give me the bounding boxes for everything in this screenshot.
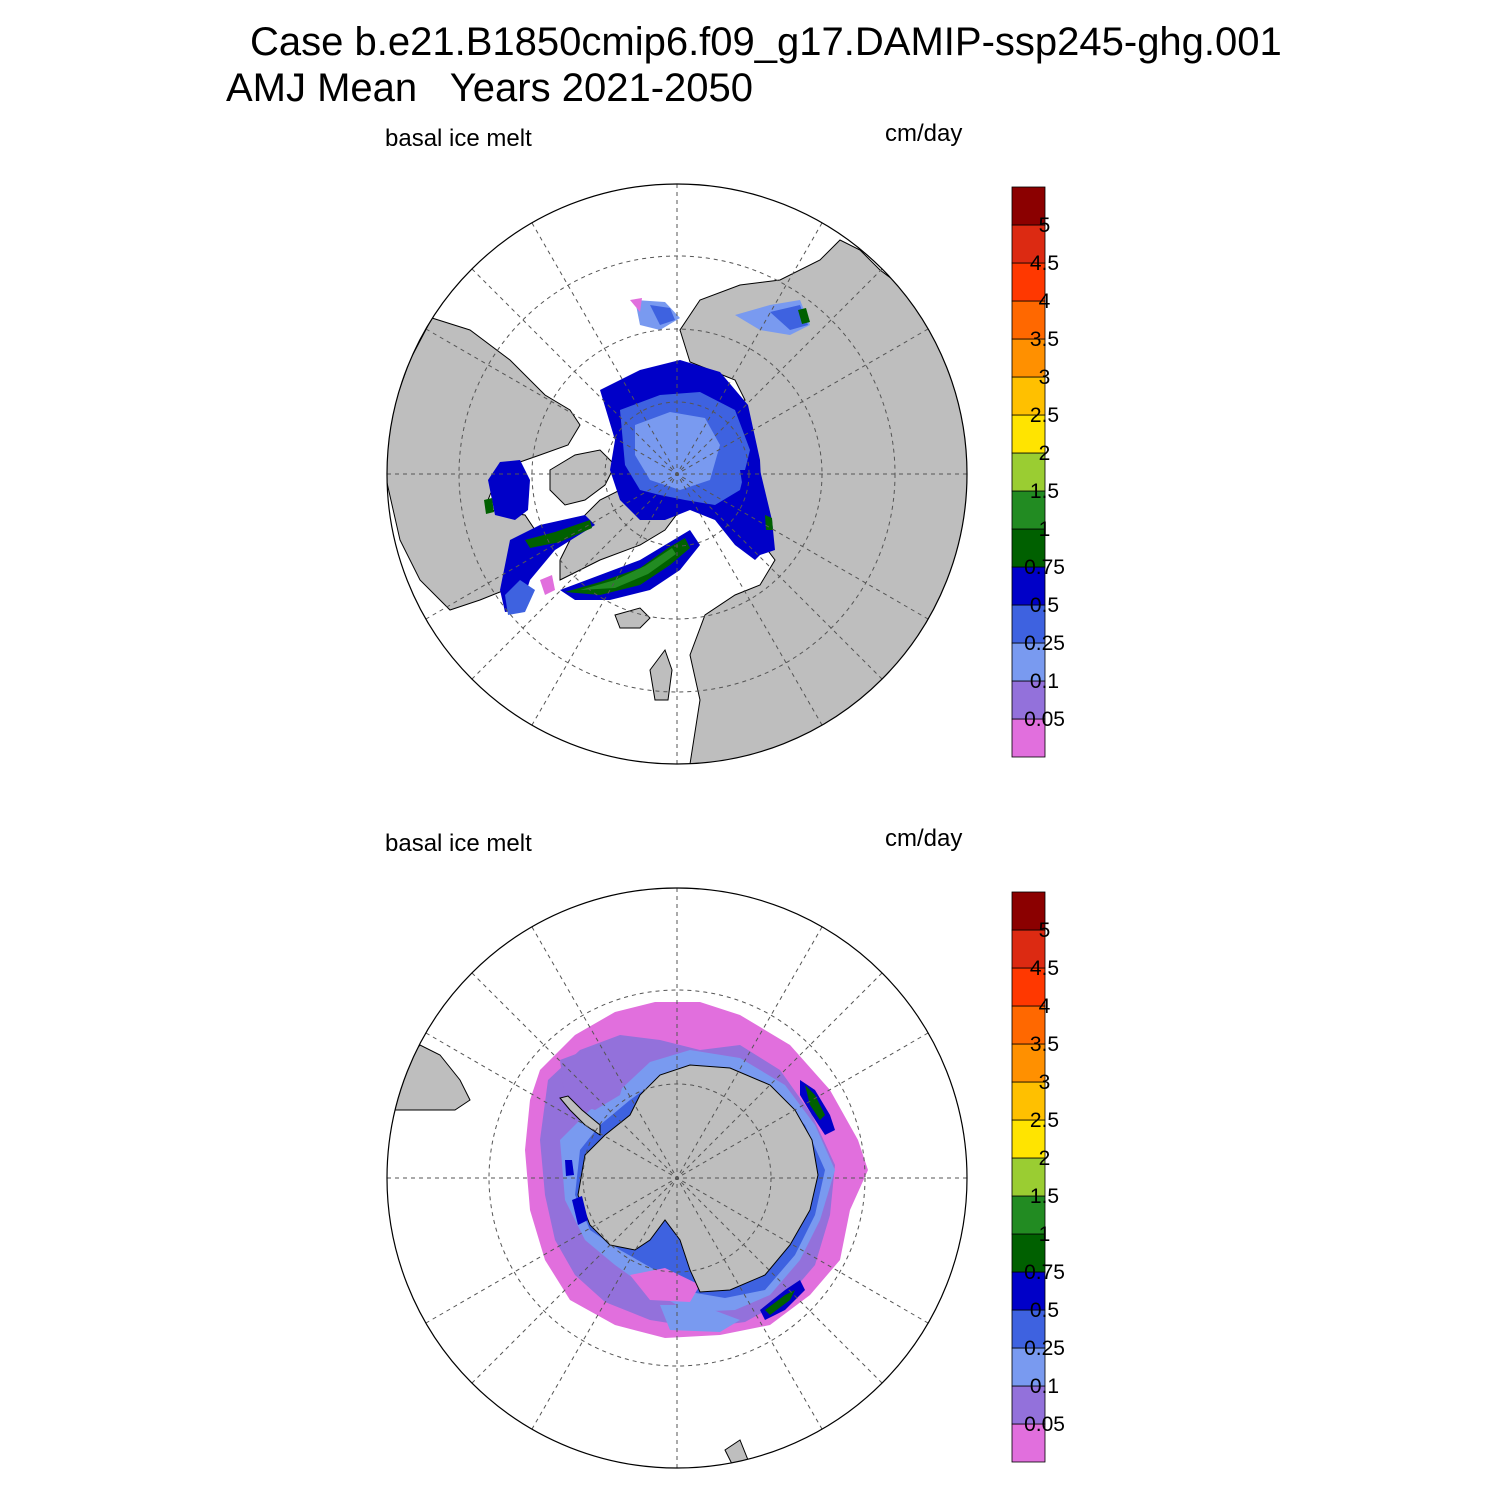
south-colorbar-box (1011, 967, 1046, 1007)
north-ice-greenland-sea (560, 530, 700, 600)
north-colorbar-tick-label: 1.5 (1030, 480, 1059, 503)
south-colorbar-box (1011, 1233, 1046, 1273)
north-graticule (387, 184, 967, 764)
south-colorbar-tick-label: 0.25 (1024, 1337, 1065, 1360)
north-colorbar-tick-label: 2 (1039, 442, 1051, 465)
north-colorbar-box (1011, 186, 1046, 226)
south-colorbar-tick-label: 1.5 (1030, 1185, 1059, 1208)
south-colorbar-box (1011, 1195, 1046, 1235)
south-variable-label: basal ice melt (385, 830, 532, 857)
south-colorbar-box (1011, 891, 1046, 931)
north-ice-melt-greenland-green (565, 538, 690, 595)
north-colorbar-tick-label: 0.25 (1024, 632, 1065, 655)
south-colorbar-box (1011, 1119, 1046, 1159)
south-map-border (386, 887, 968, 1469)
north-colorbar-box (1011, 642, 1046, 682)
north-colorbar-tick-label: 3 (1039, 366, 1051, 389)
north-variable-label: basal ice melt (385, 125, 532, 152)
south-colorbar-tick-label: 3.5 (1030, 1033, 1059, 1056)
north-colorbar-tick-label: 0.5 (1030, 594, 1059, 617)
north-ice-okhotsk-green (798, 308, 810, 324)
north-colorbar: 0.05 0.1 0.25 0.5 0.75 1 1.5 2 2.5 3 3.5 4 4.5 5 (1011, 186, 1065, 758)
north-ice-labrador-0.25 (505, 580, 535, 615)
south-land-peninsula (559, 1095, 601, 1136)
south-ice-green-east (805, 1085, 825, 1120)
north-ice-hudson-bay (488, 460, 530, 520)
north-ice-magenta-bering (630, 298, 642, 312)
north-units-label: cm/day (885, 120, 963, 147)
north-ice-hudson-green (484, 498, 494, 514)
south-ice-patch-ross (630, 1268, 700, 1302)
south-ice-green-ross (765, 1290, 795, 1315)
north-colorbar-box (1011, 224, 1046, 264)
south-colorbar-box (1011, 1081, 1046, 1121)
north-land-iceland (614, 607, 651, 629)
south-colorbar-tick-label: 2 (1039, 1147, 1051, 1170)
north-colorbar-tick-label: 4.5 (1030, 252, 1059, 275)
north-colorbar-box (1011, 452, 1046, 492)
south-colorbar-tick-label: 1 (1039, 1223, 1051, 1246)
south-colorbar-box (1011, 1005, 1046, 1045)
south-land-antarctica (577, 1064, 819, 1293)
north-colorbar-tick-label: 5 (1039, 214, 1051, 237)
north-colorbar-tick-label: 0.05 (1024, 708, 1065, 731)
south-ice-patch-se (660, 1305, 740, 1332)
south-ice-patch-weddell (560, 1045, 630, 1110)
south-colorbar: 0.05 0.1 0.25 0.5 0.75 1 1.5 2 2.5 3 3.5 4 4.5 5 (1011, 891, 1065, 1463)
south-colorbar-tick-label: 4 (1039, 995, 1051, 1018)
north-colorbar-tick-label: 0.75 (1024, 556, 1065, 579)
south-colorbar-tick-label: 5 (1039, 919, 1051, 942)
south-ice-0.5-west (565, 1160, 574, 1176)
south-colorbar-box (1011, 1423, 1046, 1463)
north-colorbar-box (1011, 566, 1046, 606)
north-colorbar-box (1011, 604, 1046, 644)
figure-title-case: Case b.e21.B1850cmip6.f09_g17.DAMIP-ssp2… (250, 20, 1282, 64)
south-colorbar-tick-label: 4.5 (1030, 957, 1059, 980)
north-map-border (386, 183, 968, 765)
south-colorbar-box (1011, 929, 1046, 969)
north-colorbar-box (1011, 414, 1046, 454)
north-colorbar-tick-label: 0.1 (1030, 670, 1059, 693)
figure-title-period: AMJ Mean Years 2021-2050 (226, 66, 754, 110)
north-ice-magenta-patch (540, 575, 555, 595)
south-polar-map (386, 887, 968, 1469)
south-units-label: cm/day (885, 825, 963, 852)
south-colorbar-tick-label: 2.5 (1030, 1109, 1059, 1132)
south-colorbar-tick-label: 3 (1039, 1071, 1051, 1094)
south-ice-0.5-sw (572, 1196, 588, 1225)
north-colorbar-box (1011, 338, 1046, 378)
north-colorbar-box (1011, 528, 1046, 568)
north-colorbar-tick-label: 4 (1039, 290, 1051, 313)
north-colorbar-box (1011, 680, 1046, 720)
south-colorbar-tick-label: 0.1 (1030, 1375, 1059, 1398)
south-colorbar-box (1011, 1309, 1046, 1349)
north-colorbar-box (1011, 376, 1046, 416)
north-land-britain (649, 648, 673, 701)
south-colorbar-tick-label: 0.05 (1024, 1413, 1065, 1436)
south-graticule (387, 888, 967, 1468)
north-colorbar-tick-label: 3.5 (1030, 328, 1059, 351)
north-ice-baffin-green (525, 520, 592, 548)
north-ice-melt-greenland-mid (580, 548, 676, 590)
north-colorbar-box (1011, 718, 1046, 758)
north-colorbar-tick-label: 2.5 (1030, 404, 1059, 427)
north-land-canadian-archipelago (549, 449, 616, 506)
south-colorbar-tick-label: 0.5 (1030, 1299, 1059, 1322)
north-colorbar-box (1011, 300, 1046, 340)
north-polar-map (386, 183, 968, 765)
north-ice-bering-0.25 (650, 305, 675, 325)
north-colorbar-tick-label: 1 (1039, 518, 1051, 541)
south-colorbar-box (1011, 1347, 1046, 1387)
south-colorbar-tick-label: 0.75 (1024, 1261, 1065, 1284)
north-ice-barents (740, 470, 775, 555)
south-colorbar-box (1011, 1157, 1046, 1197)
